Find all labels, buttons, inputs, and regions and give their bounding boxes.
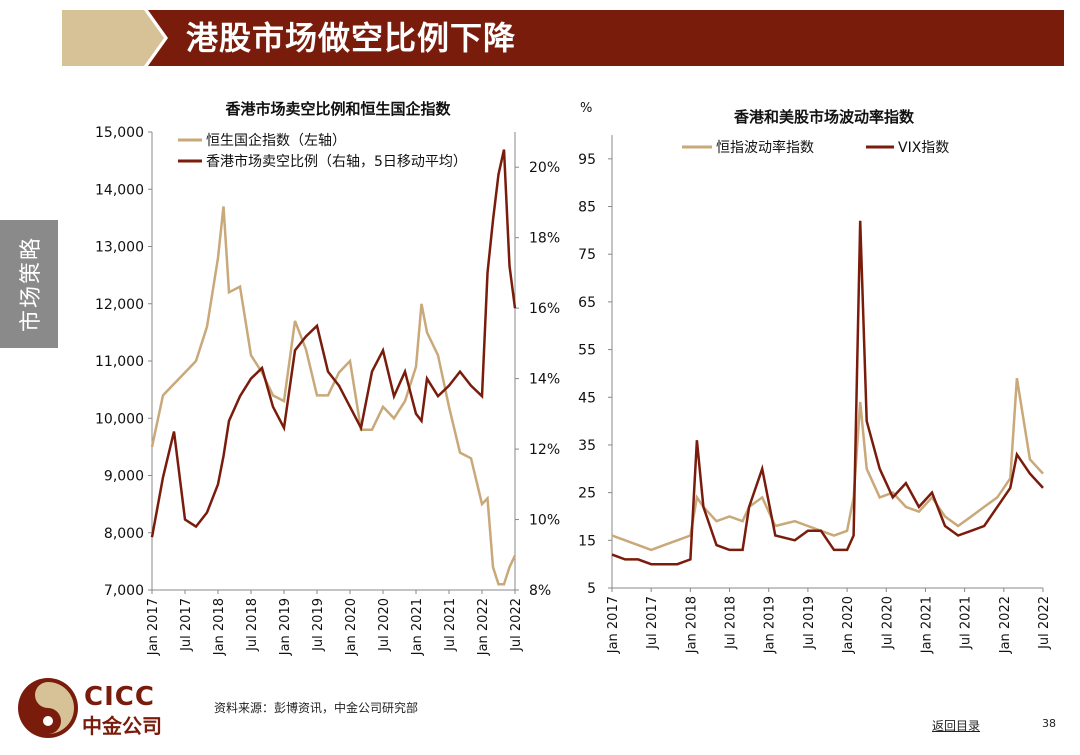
y-axis-unit-label: % <box>580 101 592 116</box>
y-tick-label: 35 <box>578 438 596 454</box>
x-tick-label: Jan 2017 <box>146 598 161 656</box>
y-tick-label-right: 14% <box>529 372 560 388</box>
chart-legend: 恒指波动率指数 VIX指数 <box>682 139 949 156</box>
y-tick-label-right: 10% <box>529 513 560 529</box>
x-tick-label: Jan 2020 <box>841 596 856 654</box>
x-tick-label: Jul 2017 <box>645 596 660 650</box>
chart-volatility-index: 香港和美股市场波动率指数 % 5 15 25 35 45 55 65 75 85 95 Jan 20… <box>578 101 1052 654</box>
x-tick-label: Jan 2019 <box>278 598 293 656</box>
x-tick-label: Jul 2020 <box>377 598 392 652</box>
x-tick-label: Jul 2017 <box>179 598 194 652</box>
y-tick-label-right: 16% <box>529 301 560 317</box>
y-tick-label-left: 11,000 <box>95 354 144 370</box>
x-tick-label: Jul 2018 <box>724 596 739 650</box>
legend-label-vix: VIX指数 <box>898 140 949 156</box>
y-tick-label-left: 9,000 <box>104 469 144 485</box>
series-line-vhsi <box>611 378 1044 552</box>
y-tick-label: 25 <box>578 486 596 502</box>
y-tick-label-left: 12,000 <box>95 297 144 313</box>
x-tick-label: Jul 2019 <box>311 598 326 652</box>
chart-title: 香港市场卖空比例和恒生国企指数 <box>225 100 451 118</box>
x-tick-label: Jan 2017 <box>606 596 621 654</box>
y-tick-label: 45 <box>578 390 596 406</box>
charts-canvas: 香港市场卖空比例和恒生国企指数 7,000 8,000 9,000 10,000 11,… <box>95 100 1052 656</box>
x-tick-label: Jul 2018 <box>245 598 260 652</box>
y-tick-label-left: 13,000 <box>95 240 144 256</box>
legend-label-vhsi: 恒指波动率指数 <box>716 139 814 156</box>
x-tick-label: Jul 2020 <box>880 596 895 650</box>
header-bar <box>148 10 1064 66</box>
legend-label-hscei: 恒生国企指数（左轴） <box>206 132 346 149</box>
back-to-contents-link[interactable]: 返回目录 <box>932 719 981 733</box>
x-tick-label: Jul 2021 <box>443 598 458 652</box>
y-tick-label-right: 20% <box>529 160 560 176</box>
x-tick-label: Jan 2021 <box>919 596 934 654</box>
y-tick-label-right: 8% <box>529 583 551 599</box>
y-tick-label: 55 <box>578 343 596 359</box>
series-line-vix <box>611 220 1044 566</box>
x-tick-label: Jul 2021 <box>959 596 974 650</box>
y-tick-label-left: 7,000 <box>104 583 144 599</box>
y-tick-label-right: 12% <box>529 442 560 458</box>
x-tick-label: Jul 2022 <box>1037 596 1052 650</box>
x-tick-label: Jul 2022 <box>509 598 524 652</box>
x-tick-label: Jan 2022 <box>998 596 1013 654</box>
chart-short-ratio-hscei: 香港市场卖空比例和恒生国企指数 7,000 8,000 9,000 10,000 11,… <box>95 100 560 656</box>
y-tick-label: 15 <box>578 533 596 549</box>
x-tick-label: Jan 2018 <box>212 598 227 656</box>
chart-legend: 恒生国企指数（左轴） 香港市场卖空比例（右轴，5日移动平均） <box>178 132 467 170</box>
y-tick-label-left: 8,000 <box>104 526 144 542</box>
x-tick-label: Jan 2018 <box>684 596 699 654</box>
page-number: 38 <box>1042 717 1056 730</box>
header-accent-tab <box>62 10 144 66</box>
series-line-hscei <box>150 206 517 586</box>
logo-text-cn: 中金公司 <box>82 714 162 738</box>
x-tick-label: Jan 2022 <box>476 598 491 656</box>
chart-title: 香港和美股市场波动率指数 <box>734 108 915 126</box>
x-tick-label: Jan 2019 <box>763 596 778 654</box>
y-tick-label: 75 <box>578 247 596 263</box>
y-tick-label: 95 <box>578 152 596 168</box>
legend-label-short-ratio: 香港市场卖空比例（右轴，5日移动平均） <box>206 153 467 170</box>
x-tick-label: Jul 2019 <box>802 596 817 650</box>
y-tick-label: 65 <box>578 295 596 311</box>
y-tick-label-right: 18% <box>529 231 560 247</box>
series-line-short-ratio <box>150 149 517 538</box>
section-side-tab[interactable]: 市场策略 <box>0 220 58 348</box>
y-tick-label-left: 14,000 <box>95 182 144 198</box>
page-title: 港股市场做空比例下降 <box>186 19 517 57</box>
cicc-logo-icon <box>18 678 78 738</box>
y-tick-label: 5 <box>587 581 596 597</box>
y-tick-label-left: 10,000 <box>95 411 144 427</box>
x-tick-label: Jan 2021 <box>410 598 425 656</box>
x-tick-label: Jan 2020 <box>344 598 359 656</box>
logo-text-en: CICC <box>84 682 155 712</box>
source-note: 资料来源：彭博资讯，中金公司研究部 <box>214 701 419 715</box>
y-tick-label-left: 15,000 <box>95 125 144 141</box>
y-tick-label: 85 <box>578 200 596 216</box>
